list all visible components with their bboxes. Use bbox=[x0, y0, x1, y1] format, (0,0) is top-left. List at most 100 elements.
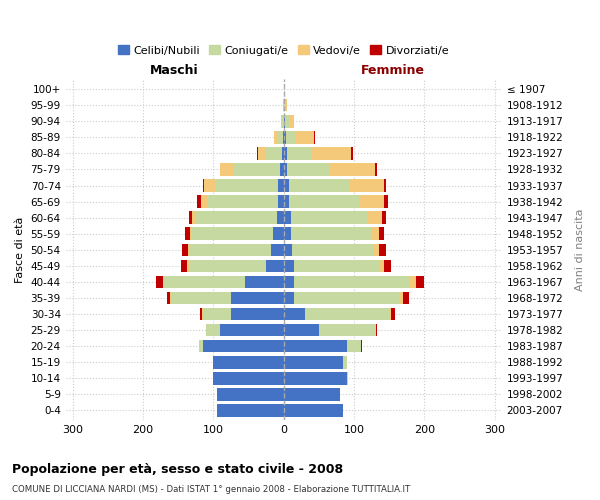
Text: Popolazione per età, sesso e stato civile - 2008: Popolazione per età, sesso e stato civil… bbox=[12, 462, 343, 475]
Bar bbox=[274, 131, 277, 143]
Bar bbox=[305, 308, 389, 320]
Bar bbox=[187, 260, 189, 272]
Bar bbox=[350, 147, 353, 160]
Bar bbox=[231, 292, 284, 304]
Bar bbox=[170, 292, 171, 304]
Bar bbox=[277, 131, 283, 143]
Bar bbox=[289, 196, 359, 208]
Bar bbox=[155, 276, 163, 288]
Bar bbox=[284, 276, 294, 288]
Bar bbox=[284, 180, 289, 192]
Y-axis label: Anni di nascita: Anni di nascita bbox=[575, 208, 585, 291]
Bar bbox=[294, 260, 379, 272]
Bar bbox=[284, 99, 285, 112]
Bar bbox=[203, 340, 284, 352]
Bar bbox=[284, 131, 286, 143]
Bar bbox=[283, 99, 284, 112]
Bar bbox=[291, 228, 371, 240]
Bar bbox=[273, 228, 284, 240]
Bar bbox=[217, 404, 284, 417]
Bar bbox=[284, 308, 305, 320]
Bar bbox=[163, 276, 164, 288]
Bar bbox=[203, 180, 204, 192]
Bar bbox=[371, 228, 379, 240]
Bar bbox=[391, 308, 395, 320]
Bar bbox=[284, 356, 343, 368]
Bar bbox=[382, 212, 386, 224]
Bar bbox=[206, 324, 220, 336]
Bar bbox=[265, 147, 282, 160]
Bar bbox=[287, 147, 312, 160]
Bar bbox=[202, 308, 203, 320]
Bar bbox=[231, 308, 284, 320]
Bar bbox=[312, 147, 350, 160]
Bar bbox=[192, 228, 273, 240]
Bar bbox=[284, 212, 291, 224]
Bar bbox=[284, 340, 347, 352]
Bar bbox=[416, 276, 424, 288]
Bar bbox=[347, 340, 361, 352]
Text: Maschi: Maschi bbox=[151, 64, 199, 77]
Bar bbox=[203, 308, 231, 320]
Bar bbox=[278, 196, 284, 208]
Bar bbox=[192, 212, 196, 224]
Bar bbox=[284, 228, 291, 240]
Bar bbox=[284, 115, 285, 128]
Bar bbox=[361, 340, 362, 352]
Bar bbox=[384, 196, 388, 208]
Bar bbox=[190, 244, 271, 256]
Bar bbox=[376, 324, 377, 336]
Bar bbox=[164, 276, 245, 288]
Bar bbox=[217, 388, 284, 400]
Bar bbox=[291, 212, 368, 224]
Bar bbox=[214, 372, 284, 384]
Bar bbox=[289, 180, 349, 192]
Bar bbox=[329, 163, 375, 175]
Bar bbox=[368, 212, 382, 224]
Bar bbox=[280, 163, 284, 175]
Bar bbox=[208, 196, 278, 208]
Bar bbox=[319, 324, 375, 336]
Bar bbox=[215, 180, 278, 192]
Bar bbox=[284, 324, 319, 336]
Text: Femmine: Femmine bbox=[361, 64, 425, 77]
Bar bbox=[214, 356, 284, 368]
Bar bbox=[189, 212, 192, 224]
Bar bbox=[284, 163, 287, 175]
Bar bbox=[220, 324, 284, 336]
Bar bbox=[189, 260, 266, 272]
Bar bbox=[271, 244, 284, 256]
Bar bbox=[200, 308, 202, 320]
Bar bbox=[403, 292, 409, 304]
Bar bbox=[266, 260, 284, 272]
Bar bbox=[284, 147, 287, 160]
Legend: Celibi/Nubili, Coniugati/e, Vedovi/e, Divorziati/e: Celibi/Nubili, Coniugati/e, Vedovi/e, Di… bbox=[114, 41, 454, 60]
Bar bbox=[400, 292, 403, 304]
Text: COMUNE DI LICCIANA NARDI (MS) - Dati ISTAT 1° gennaio 2008 - Elaborazione TUTTIT: COMUNE DI LICCIANA NARDI (MS) - Dati IST… bbox=[12, 485, 410, 494]
Bar bbox=[285, 115, 289, 128]
Bar bbox=[296, 131, 314, 143]
Bar bbox=[201, 196, 208, 208]
Bar bbox=[379, 228, 384, 240]
Bar bbox=[359, 196, 384, 208]
Bar bbox=[294, 276, 410, 288]
Bar bbox=[284, 292, 294, 304]
Bar bbox=[257, 147, 265, 160]
Bar bbox=[182, 244, 188, 256]
Bar bbox=[282, 147, 284, 160]
Bar bbox=[212, 356, 214, 368]
Bar bbox=[347, 372, 349, 384]
Bar bbox=[190, 228, 192, 240]
Bar bbox=[235, 163, 280, 175]
Bar bbox=[245, 276, 284, 288]
Bar bbox=[204, 180, 215, 192]
Y-axis label: Fasce di età: Fasce di età bbox=[15, 216, 25, 283]
Bar bbox=[278, 180, 284, 192]
Bar bbox=[379, 244, 386, 256]
Bar bbox=[375, 324, 376, 336]
Bar bbox=[375, 163, 377, 175]
Bar bbox=[289, 115, 294, 128]
Bar bbox=[384, 180, 386, 192]
Bar bbox=[283, 131, 284, 143]
Bar bbox=[384, 260, 391, 272]
